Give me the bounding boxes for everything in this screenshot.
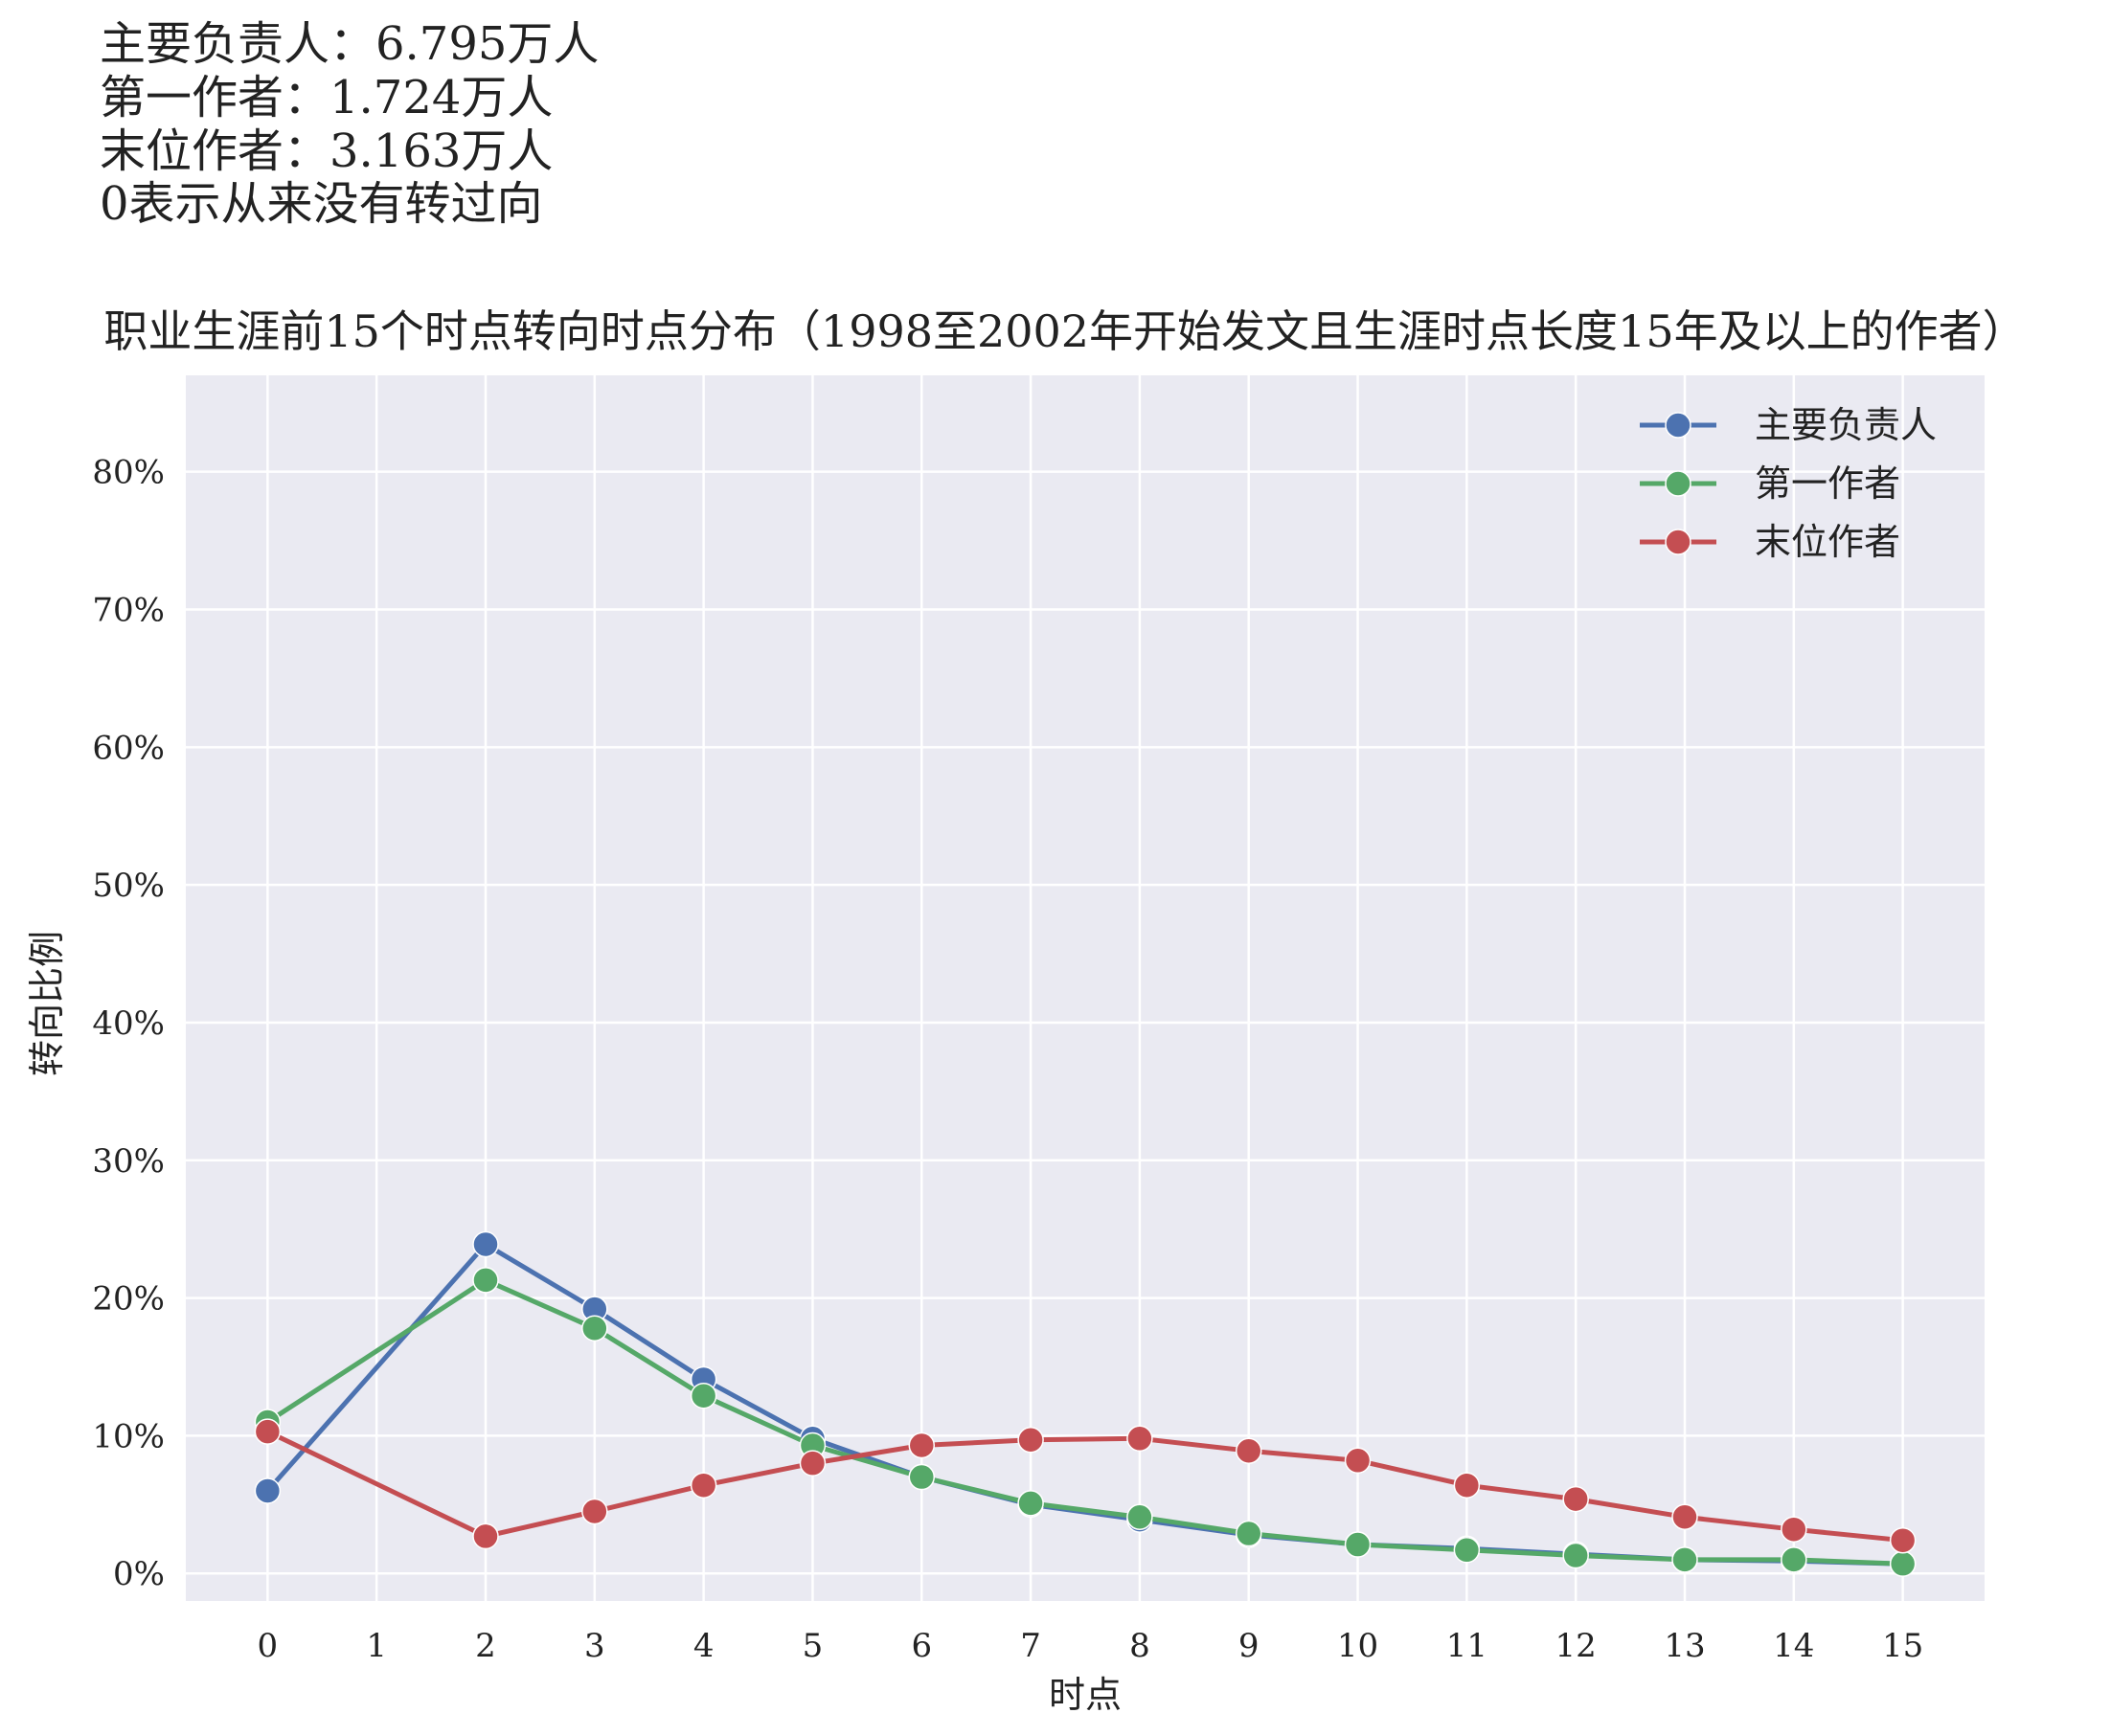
data-point — [799, 1450, 827, 1477]
data-point — [1235, 1437, 1262, 1464]
y-axis-label: 转向比例 — [26, 931, 68, 1076]
legend-label: 第一作者 — [1755, 462, 1900, 505]
legend-label: 主要负责人 — [1755, 404, 1937, 446]
y-tick-label: 50% — [92, 867, 165, 905]
data-point — [1781, 1516, 1807, 1543]
legend-swatch-marker — [1665, 529, 1691, 555]
tick-labels: 0 1 2 3 4 5 6 7 8 9 10 11 12 13 14 150%10%20%30%40%50%6… — [92, 454, 1923, 1665]
x-tick-label: 3 — [584, 1627, 605, 1665]
x-tick-label: 4 — [693, 1627, 715, 1665]
data-point — [472, 1230, 499, 1258]
legend-item: 第一作者 — [1640, 462, 1900, 505]
data-point — [908, 1463, 936, 1491]
data-point — [1344, 1447, 1372, 1475]
data-point — [690, 1472, 717, 1499]
x-tick-label: 6 — [911, 1627, 932, 1665]
plot-area — [186, 375, 1985, 1601]
note-line: 0表示从来没有转过向 — [100, 177, 543, 231]
note-line: 主要负责人：6.795万人 — [100, 17, 599, 71]
x-tick-label: 12 — [1555, 1627, 1597, 1665]
x-tick-label: 15 — [1882, 1627, 1923, 1665]
data-point — [1235, 1520, 1262, 1547]
series-group — [254, 1230, 1917, 1577]
data-point — [1017, 1490, 1044, 1517]
legend-item: 主要负责人 — [1640, 404, 1937, 446]
data-point — [1781, 1546, 1807, 1573]
chart-title: 职业生涯前15个时点转向时点分布（1998至2002年开始发文且生涯时点长度15… — [103, 305, 2026, 357]
y-tick-label: 10% — [92, 1417, 165, 1455]
data-point — [1453, 1537, 1481, 1564]
x-tick-label: 7 — [1020, 1627, 1041, 1665]
y-tick-label: 60% — [92, 729, 165, 767]
data-point — [1671, 1503, 1698, 1531]
data-point — [1017, 1426, 1044, 1454]
data-point — [1889, 1526, 1917, 1554]
data-point — [581, 1315, 608, 1341]
data-point — [1671, 1546, 1698, 1573]
x-tick-label: 5 — [803, 1627, 824, 1665]
x-tick-label: 2 — [475, 1627, 496, 1665]
data-point — [1562, 1485, 1589, 1513]
y-tick-label: 80% — [92, 454, 165, 492]
data-point — [1344, 1531, 1372, 1558]
x-tick-label: 14 — [1773, 1627, 1814, 1665]
data-point — [1126, 1503, 1153, 1531]
gridlines — [186, 375, 1985, 1601]
y-tick-label: 0% — [113, 1555, 165, 1593]
x-tick-label: 13 — [1664, 1627, 1705, 1665]
legend-label: 末位作者 — [1755, 521, 1900, 563]
legend-item: 末位作者 — [1640, 521, 1900, 563]
legend-swatch-marker — [1665, 412, 1691, 439]
data-point — [472, 1267, 499, 1294]
data-point — [1453, 1472, 1481, 1499]
y-tick-label: 20% — [92, 1280, 165, 1319]
x-tick-label: 8 — [1129, 1627, 1150, 1665]
data-point — [581, 1498, 608, 1525]
y-tick-label: 40% — [92, 1004, 165, 1043]
series-3 — [254, 1418, 1917, 1554]
data-point — [254, 1477, 282, 1504]
x-tick-label: 0 — [258, 1627, 279, 1665]
series-2 — [254, 1267, 1917, 1577]
x-tick-label: 10 — [1337, 1627, 1378, 1665]
data-point — [1889, 1550, 1917, 1577]
x-axis-label: 时点 — [1049, 1674, 1122, 1716]
x-tick-label: 9 — [1238, 1627, 1260, 1665]
data-point — [690, 1382, 717, 1409]
data-point — [254, 1418, 282, 1445]
data-point — [908, 1432, 936, 1459]
data-point — [472, 1522, 499, 1550]
note-line: 末位作者：3.163万人 — [100, 124, 553, 178]
y-tick-label: 70% — [92, 591, 165, 629]
data-point — [1126, 1425, 1153, 1453]
legend-swatch-marker — [1665, 470, 1691, 497]
y-tick-label: 30% — [92, 1142, 165, 1181]
notes-block: 主要负责人：6.795万人 第一作者：1.724万人 末位作者：3.163万人 … — [100, 17, 599, 231]
x-tick-label: 1 — [366, 1627, 387, 1665]
note-line: 第一作者：1.724万人 — [100, 71, 553, 124]
x-tick-label: 11 — [1446, 1627, 1487, 1665]
data-point — [1562, 1542, 1589, 1569]
